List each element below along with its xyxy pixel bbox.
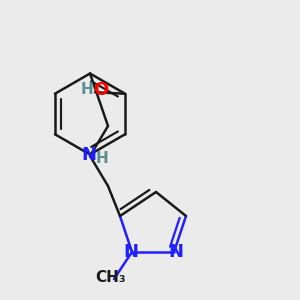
Text: H: H (96, 151, 108, 166)
Text: N: N (168, 243, 183, 261)
Text: CH₃: CH₃ (96, 270, 126, 285)
Text: O: O (93, 81, 108, 99)
Text: H: H (80, 82, 93, 97)
Text: N: N (81, 146, 96, 164)
Text: N: N (123, 243, 138, 261)
